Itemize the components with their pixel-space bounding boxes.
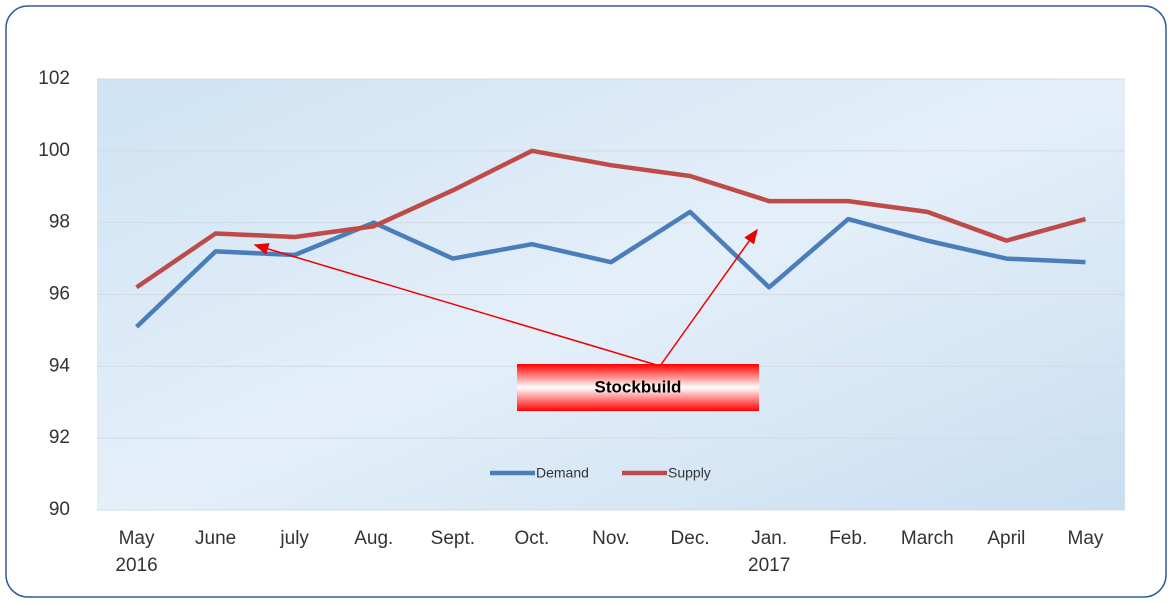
x-tick-label: Sept.: [431, 528, 475, 549]
y-tick-label: 96: [49, 284, 70, 305]
x-tick-label: May 2016: [115, 528, 157, 576]
y-tick-label: 98: [49, 212, 70, 233]
legend-label: Supply: [668, 465, 711, 481]
annotation-box: [517, 364, 759, 411]
x-tick-label: May: [1068, 528, 1104, 549]
line: [134, 209, 1086, 329]
y-tick-label: 102: [38, 68, 70, 89]
y-tick-label: 100: [38, 140, 70, 161]
x-tick-label: April: [987, 528, 1025, 549]
x-tick-label: Nov.: [592, 528, 630, 549]
legend-label: Demand: [536, 465, 589, 481]
y-tick-label: 90: [49, 499, 70, 520]
x-tick-label: Feb.: [829, 528, 867, 549]
y-tick-label: 94: [49, 355, 71, 376]
arrow: [659, 228, 758, 367]
x-tick-label: March: [901, 528, 954, 549]
x-tick-label: Aug.: [354, 528, 393, 549]
x-tick-label: july: [279, 528, 309, 549]
x-tick-label: Jan. 2017: [748, 528, 790, 576]
x-tick-label: Dec.: [671, 528, 710, 549]
arrow: [253, 243, 661, 367]
y-tick-label: 92: [49, 427, 70, 448]
x-tick-label: Oct.: [515, 528, 550, 549]
annotation: Stockbuild: [595, 377, 682, 396]
x-tick-label: June: [195, 528, 236, 549]
line: [135, 148, 1087, 290]
